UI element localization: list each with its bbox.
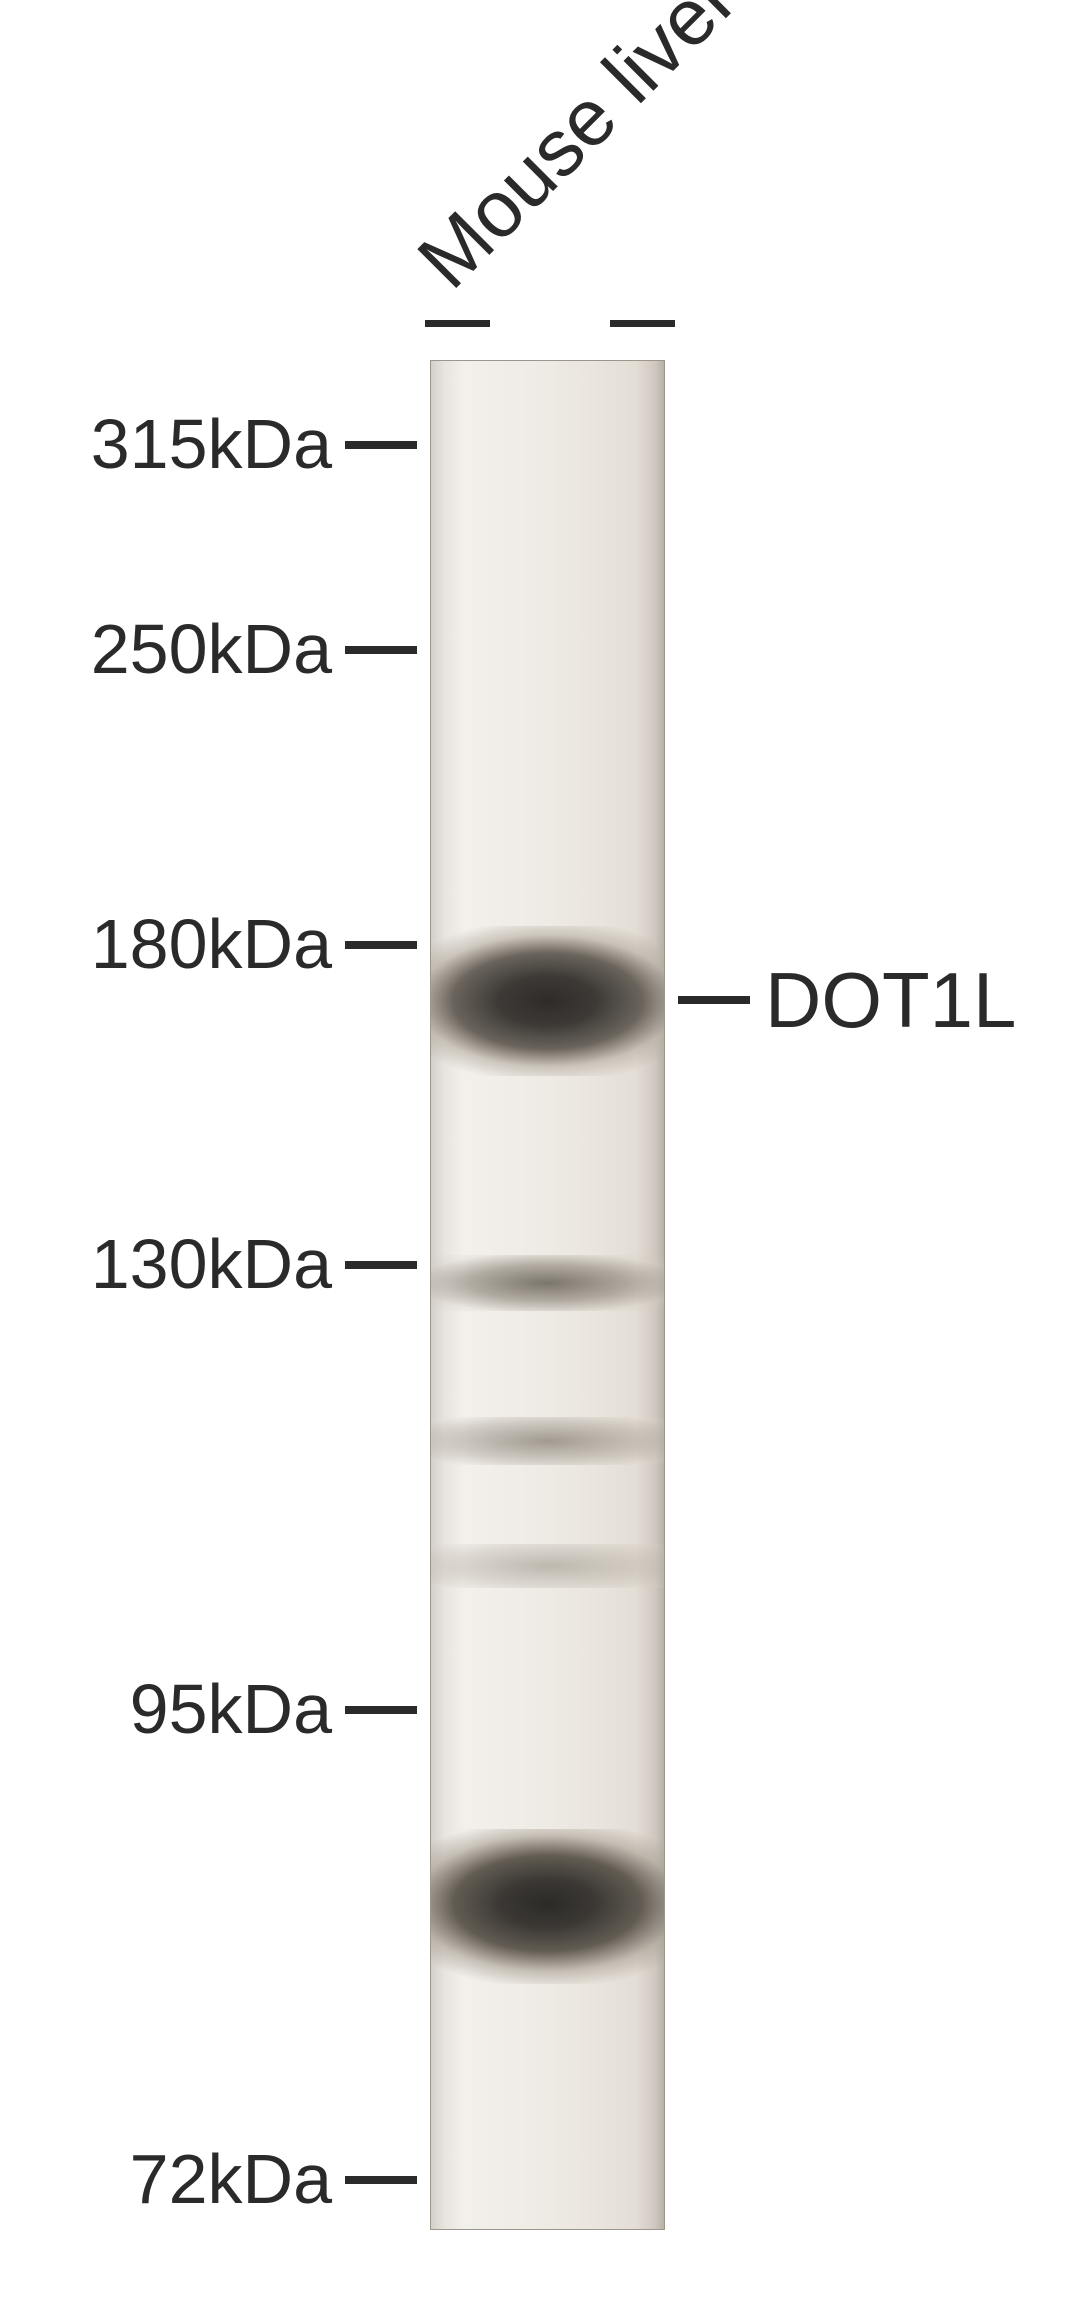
mw-label: 130kDa <box>0 1224 332 1304</box>
target-tick <box>678 996 750 1004</box>
target-label: DOT1L <box>765 955 1016 1046</box>
mw-label: 315kDa <box>0 404 332 484</box>
sample-label: Mouse liver <box>400 0 754 306</box>
band-strong-low <box>431 1829 664 1984</box>
mw-tick <box>345 1261 417 1269</box>
band-faint-mid-b <box>431 1544 664 1588</box>
mw-label: 250kDa <box>0 609 332 689</box>
western-blot-figure: { "figure": { "background_color": "#ffff… <box>0 0 1080 2320</box>
mw-label: 72kDa <box>0 2139 332 2219</box>
blot-lane <box>430 360 665 2230</box>
mw-tick <box>345 941 417 949</box>
band-faint-130 <box>431 1255 664 1311</box>
mw-tick <box>345 441 417 449</box>
mw-tick <box>345 1706 417 1714</box>
mw-tick <box>345 2176 417 2184</box>
band-faint-mid-a <box>431 1417 664 1465</box>
band-dot1l-main <box>431 926 664 1076</box>
mw-label: 95kDa <box>0 1669 332 1749</box>
lane-header-tick-left <box>425 320 490 327</box>
lane-header-tick-right <box>610 320 675 327</box>
mw-tick <box>345 646 417 654</box>
mw-label: 180kDa <box>0 904 332 984</box>
